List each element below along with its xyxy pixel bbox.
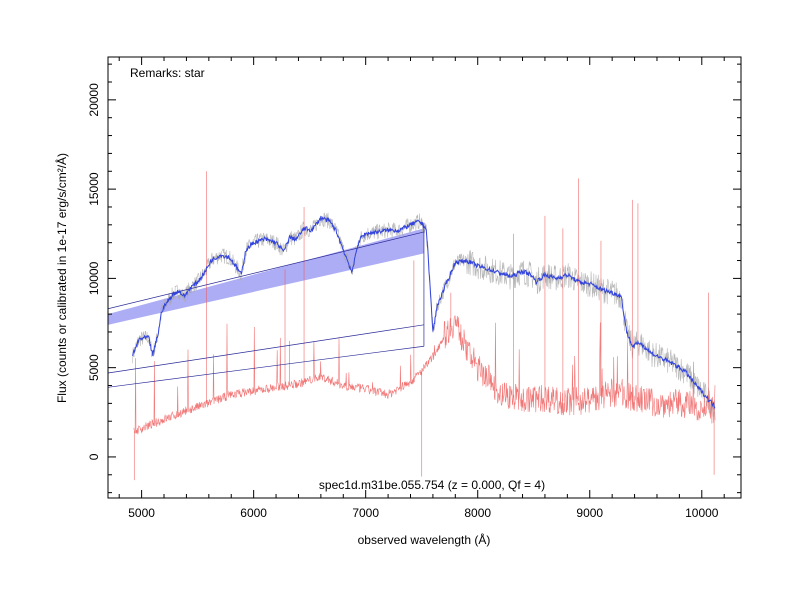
y-tick-label: 0 (87, 453, 101, 460)
x-tick-label: 8000 (464, 506, 491, 520)
error-spectrum-line (133, 315, 716, 435)
x-tick-label: 10000 (685, 506, 719, 520)
guide-line (108, 324, 424, 374)
shaded-band (108, 228, 424, 325)
y-axis-title: Flux (counts or calibrated in 1e-17 erg/… (54, 153, 69, 403)
x-tick-label: 6000 (240, 506, 267, 520)
x-tick-label: 7000 (352, 506, 379, 520)
y-tick-label: 10000 (87, 261, 101, 295)
guide-line (108, 231, 425, 310)
x-axis-title: observed wavelength (Å) (358, 532, 491, 547)
x-tick-label: 5000 (128, 506, 155, 520)
smoothed-spectrum-line (132, 215, 716, 409)
spectrum-caption: spec1d.m31be.055.754 (z = 0.000, Qf = 4) (319, 478, 545, 492)
axes: 5000 6000 7000 8000 9000 10000 0 5000 10000 15000… (87, 56, 742, 520)
plot-area (108, 171, 716, 481)
y-tick-label: 5000 (87, 354, 101, 381)
y-tick-label: 15000 (87, 172, 101, 206)
y-tick-label: 20000 (87, 83, 101, 117)
x-tick-label: 9000 (576, 506, 603, 520)
remarks-label: Remarks: star (130, 66, 205, 80)
guide-line (108, 345, 424, 388)
plot-frame (107, 56, 742, 499)
